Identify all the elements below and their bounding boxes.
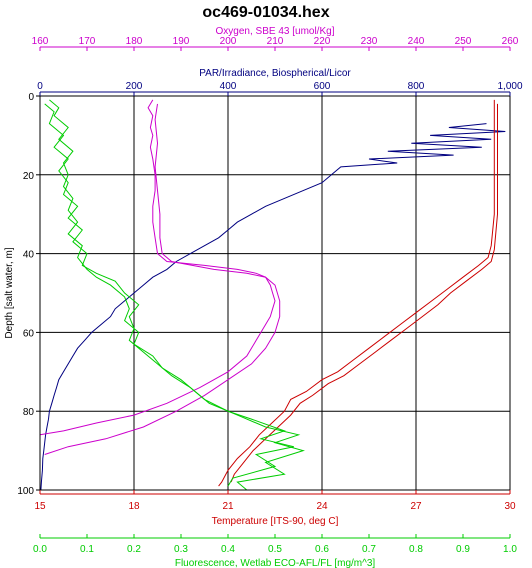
oxygen-tick-label: 200	[220, 36, 237, 47]
temperature-series-line-3	[218, 99, 495, 487]
par-tick-label: 600	[314, 81, 331, 92]
oxygen-tick-label: 190	[173, 36, 190, 47]
temperature-tick-label: 30	[504, 501, 516, 512]
temperature-tick-label: 18	[128, 501, 140, 512]
depth-tick-label: 100	[17, 486, 34, 497]
depth-tick-label: 0	[28, 92, 34, 103]
depth-axis: 0 20 40 60 80 100	[17, 92, 40, 497]
temperature-tick-label: 24	[316, 501, 328, 512]
oxygen-tick-label: 170	[79, 36, 96, 47]
par-tick-label: 1,000	[497, 81, 522, 92]
oxygen-tick-label: 160	[32, 36, 49, 47]
temperature-tick-label: 21	[222, 501, 234, 512]
axes-layer: 160 170 180 190 200 210 220 230 240 250 260Oxygen,…	[17, 26, 523, 568]
oxygen-tick-label: 210	[267, 36, 284, 47]
series-layer	[39, 99, 506, 491]
depth-tick-label: 40	[23, 250, 35, 261]
temperature-tick-label: 27	[410, 501, 422, 512]
par-axis: 0 200 400 600 800 1,000 PAR/Irradiance, Biosph…	[37, 68, 523, 96]
fluorescence-tick-label: 0.6	[315, 544, 329, 555]
oxygen-tick-label: 240	[408, 36, 425, 47]
fluorescence-tick-label: 0.0	[33, 544, 47, 555]
temperature-series-line-4	[230, 103, 498, 483]
depth-tick-label: 60	[23, 328, 35, 339]
temperature-axis-label: Temperature [ITS-90, deg C]	[212, 516, 339, 527]
fluorescence-tick-label: 0.2	[127, 544, 141, 555]
fluorescence-axis: 0.0 0.1 0.2 0.3 0.4 0.5 0.6 0.7 0.8 0.9 1.0 Fluores…	[33, 534, 517, 568]
temperature-tick-label: 15	[34, 501, 46, 512]
fluorescence-tick-label: 0.8	[409, 544, 423, 555]
chart-title: oc469-01034.hex	[202, 4, 329, 21]
par-tick-label: 0	[37, 81, 43, 92]
fluorescence-tick-label: 0.4	[221, 544, 235, 555]
fluorescence-tick-label: 0.1	[80, 544, 94, 555]
fluorescence-tick-label: 0.3	[174, 544, 188, 555]
fluorescence-tick-label: 0.9	[456, 544, 470, 555]
par-tick-label: 800	[408, 81, 425, 92]
oxygen-axis: 160 170 180 190 200 210 220 230 240 250 260 Oxygen,…	[32, 26, 519, 51]
depth-tick-label: 80	[23, 407, 35, 418]
oxygen-tick-label: 260	[502, 36, 519, 47]
fluorescence-series-line-5	[49, 99, 305, 491]
fluorescence-tick-label: 0.7	[362, 544, 376, 555]
plot-frame	[39, 95, 511, 491]
oxygen-tick-label: 220	[314, 36, 331, 47]
grid	[40, 96, 510, 490]
oxygen-tick-label: 230	[361, 36, 378, 47]
fluorescence-axis-label: Fluorescence, Wetlab ECO-AFL/FL [mg/m^3]	[175, 558, 376, 568]
par-tick-label: 200	[126, 81, 143, 92]
depth-axis-label: Depth [salt water, m]	[4, 247, 15, 338]
fluorescence-series-line-6	[44, 103, 294, 487]
oxygen-series-line-1	[39, 99, 276, 436]
par-tick-label: 400	[220, 81, 237, 92]
depth-tick-label: 20	[23, 171, 35, 182]
oxygen-tick-label: 180	[126, 36, 143, 47]
temperature-axis: 15 18 21 24 27 30 Temperature [ITS-90, deg C]	[34, 490, 516, 527]
fluorescence-tick-label: 1.0	[503, 544, 517, 555]
fluorescence-tick-label: 0.5	[268, 544, 282, 555]
par-series-line-0	[40, 123, 506, 491]
par-axis-label: PAR/Irradiance, Biospherical/Licor	[199, 68, 351, 79]
oxygen-series-line-2	[44, 103, 281, 455]
oxygen-tick-label: 250	[455, 36, 472, 47]
oxygen-axis-label: Oxygen, SBE 43 [umol/Kg]	[216, 26, 335, 37]
